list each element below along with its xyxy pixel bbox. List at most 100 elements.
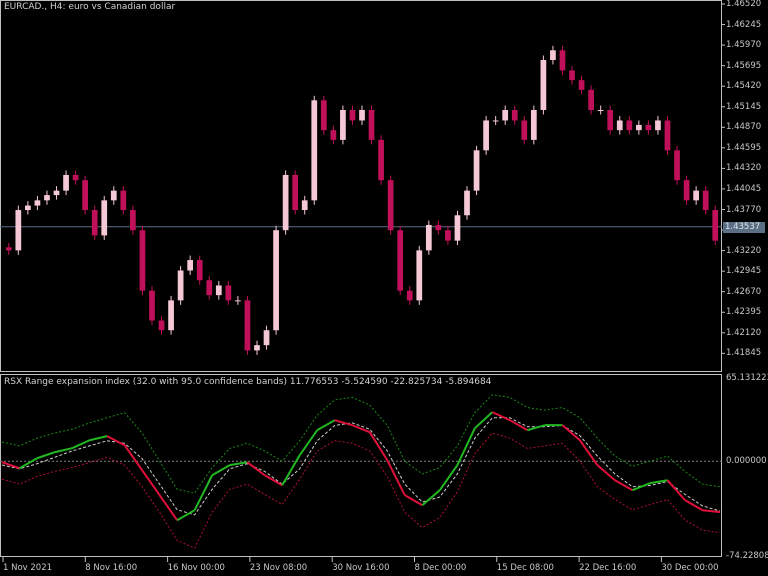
bull-candle bbox=[693, 190, 699, 201]
price-axis-label: 1.44870 bbox=[726, 122, 762, 133]
rsx-line-segment bbox=[19, 457, 38, 470]
rsx-line-segment bbox=[246, 461, 266, 477]
bear-candle bbox=[225, 285, 232, 301]
price-axis-label: 1.43220 bbox=[726, 245, 762, 256]
rsx-line-segment bbox=[298, 429, 319, 456]
time-axis-label: 8 Dec 00:00 bbox=[414, 563, 467, 573]
price-axis-label: 1.46520 bbox=[726, 0, 762, 9]
price-axis-label: 1.44045 bbox=[726, 183, 762, 194]
price-axis-label: 1.43770 bbox=[726, 204, 762, 215]
bear-candle bbox=[645, 124, 652, 131]
bull-candle bbox=[301, 200, 308, 211]
time-axis-label: 30 Nov 16:00 bbox=[332, 563, 390, 573]
price-axis-label: 1.44595 bbox=[726, 142, 762, 153]
bear-candle bbox=[91, 210, 98, 236]
rsx-line-segment bbox=[368, 431, 389, 461]
bear-candle bbox=[445, 230, 451, 241]
bear-candle bbox=[149, 290, 155, 321]
price-axis-label: 1.45420 bbox=[726, 81, 762, 92]
price-axis-label: 1.42670 bbox=[726, 286, 762, 297]
bear-candle bbox=[683, 180, 690, 201]
price-axis-label: 1.45145 bbox=[726, 101, 762, 112]
bear-candle bbox=[607, 110, 614, 131]
indicator-scale-bottom: -74.228087 bbox=[726, 551, 768, 561]
bear-candle bbox=[378, 139, 384, 181]
bull-candle bbox=[235, 300, 241, 302]
bull-candle bbox=[416, 250, 423, 301]
bear-candle bbox=[712, 210, 719, 241]
bear-candle bbox=[196, 260, 203, 281]
rsx-line-segment bbox=[264, 474, 283, 487]
rsx-line-segment bbox=[596, 464, 616, 481]
time-axis-label: 16 Nov 00:00 bbox=[167, 563, 225, 573]
bull-candle bbox=[655, 120, 661, 131]
bear-candle bbox=[368, 110, 375, 140]
rsx-line-segment bbox=[491, 411, 511, 422]
bull-candle bbox=[540, 59, 547, 111]
bull-candle bbox=[359, 110, 365, 121]
rsx-line-segment bbox=[579, 439, 599, 466]
time-axis-label: 30 Dec 00:00 bbox=[661, 563, 719, 573]
time-axis-label: 8 Nov 16:00 bbox=[85, 563, 138, 573]
bear-candle bbox=[158, 320, 165, 331]
bull-candle bbox=[454, 215, 461, 241]
bull-candle bbox=[53, 190, 60, 196]
bear-candle bbox=[72, 174, 79, 181]
price-axis-label: 1.42120 bbox=[726, 327, 762, 338]
rsx-line-segment bbox=[176, 509, 196, 522]
bear-candle bbox=[387, 180, 394, 231]
bull-candle bbox=[282, 174, 289, 231]
upper-band-line bbox=[1, 394, 721, 494]
bear-candle bbox=[349, 110, 356, 121]
bear-candle bbox=[559, 50, 566, 71]
bull-candle bbox=[473, 150, 480, 191]
bear-candle bbox=[330, 130, 337, 140]
bear-candle bbox=[521, 120, 528, 140]
rsx-line-segment bbox=[438, 464, 459, 491]
current-price-label: 1.43537 bbox=[723, 222, 765, 233]
rsx-line-segment bbox=[474, 411, 494, 429]
bull-candle bbox=[34, 200, 41, 206]
bull-candle bbox=[597, 110, 604, 112]
price-axis-label: 1.46245 bbox=[726, 19, 762, 30]
bull-candle bbox=[616, 120, 623, 131]
bull-candle bbox=[177, 270, 184, 301]
indicator-scale-zero: 0.000000 bbox=[726, 456, 767, 466]
price-axis-label: 1.41845 bbox=[726, 348, 762, 359]
bull-candle bbox=[635, 124, 642, 131]
bull-candle bbox=[101, 200, 108, 236]
bull-candle bbox=[187, 260, 194, 271]
rsx-line-segment bbox=[649, 479, 668, 485]
rsx-line-segment bbox=[666, 479, 686, 501]
indicator-label: RSX Range expansion index (32.0 with 95.… bbox=[4, 377, 492, 387]
bull-candle bbox=[311, 100, 318, 201]
bear-candle bbox=[244, 300, 251, 351]
signal-line bbox=[1, 417, 721, 516]
rsx-line-segment bbox=[141, 469, 161, 496]
time-axis-label: 23 Nov 08:00 bbox=[249, 563, 308, 573]
bull-candle bbox=[168, 300, 174, 331]
rsx-line-segment bbox=[123, 444, 143, 471]
rsx-line-segment bbox=[351, 424, 371, 434]
bull-candle bbox=[110, 190, 117, 201]
rsx-line-segment bbox=[404, 494, 423, 507]
bear-candle bbox=[664, 120, 671, 151]
rsx-line-segment bbox=[89, 435, 108, 442]
bear-candle bbox=[206, 280, 213, 296]
bear-candle bbox=[139, 230, 146, 291]
price-axis-label: 1.45695 bbox=[726, 60, 762, 71]
rsx-line-segment bbox=[71, 439, 90, 450]
rsx-line-segment bbox=[684, 499, 703, 512]
indicator-scale-top: 65.131223 bbox=[726, 373, 768, 383]
time-axis-label: 22 Dec 16:00 bbox=[579, 563, 637, 573]
bull-candle bbox=[425, 224, 432, 251]
rsx-line-segment bbox=[229, 461, 248, 467]
bull-candle bbox=[502, 110, 509, 121]
bear-candle bbox=[588, 89, 594, 111]
rsx-line-segment bbox=[456, 427, 476, 466]
bull-candle bbox=[492, 120, 499, 122]
rsx-line-segment bbox=[193, 474, 214, 511]
price-axis-label: 1.44320 bbox=[726, 163, 762, 174]
bull-candle bbox=[550, 50, 556, 60]
